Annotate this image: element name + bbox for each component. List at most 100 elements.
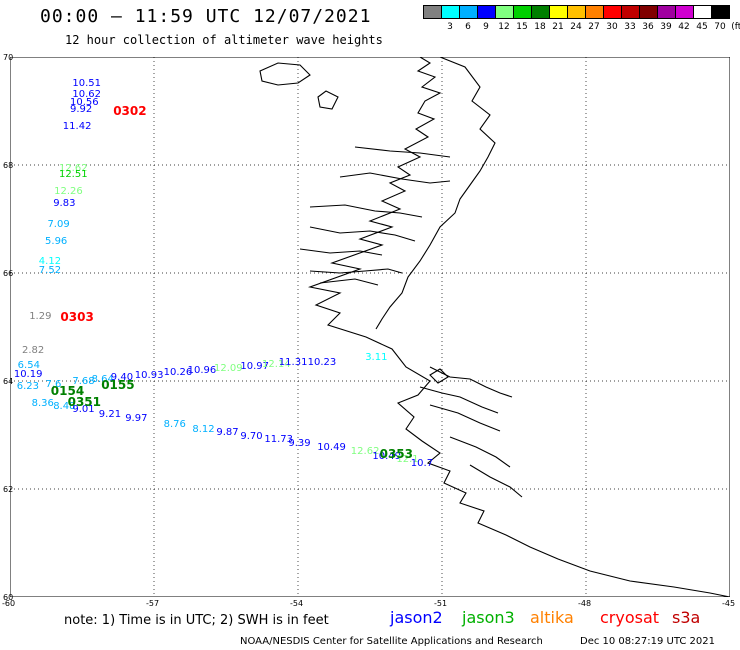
scale-label: 6 [465,22,471,32]
wave-height-value: 11.73 [264,434,294,446]
legend-cryosat: cryosat [600,608,660,627]
latitude-tick-label: 64 [3,377,14,386]
wave-height-value: 11.42 [62,121,92,133]
wave-height-value: 7.68 [72,376,95,388]
fjord-2 [299,248,383,256]
scale-swatch [441,5,460,19]
legend-jason3: jason3 [462,608,515,627]
wave-height-value: 2.82 [22,345,45,357]
scale-label: 70 [714,22,726,32]
scale-label: 45 [696,22,708,32]
wave-height-value: 9.87 [216,427,239,439]
longitude-tick-label: -57 [146,599,160,608]
scale-label: 24 [570,22,582,32]
fjord-7 [354,146,451,158]
wave-height-value: 8.12 [192,423,215,435]
map-subtitle: 12 hour collection of altimeter wave hei… [65,33,383,47]
scale-swatch [459,5,478,19]
scale-label: 21 [552,22,564,32]
legend-jason2: jason2 [390,608,443,627]
wave-height-value: 8.48 [53,400,76,412]
wave-height-value: 12.51 [58,168,88,180]
fjord-11 [449,436,511,468]
scale-swatch [711,5,730,19]
wave-height-value: 1.29 [29,311,52,323]
wave-height-value: 12.62 [350,446,380,458]
pass-time-label: 0351 [67,395,101,410]
wave-height-value: 10.19 [13,368,43,380]
wave-height-value: 6.23 [16,381,39,393]
wave-height-value: 12.1 [396,453,419,465]
scale-label: 12 [498,22,510,32]
scale-label: 30 [606,22,618,32]
wave-height-value: 10.56 [70,96,99,108]
altimeter-map[interactable] [10,57,730,597]
island-disko [259,62,311,86]
wave-height-value: 9.21 [98,409,122,421]
latitude-tick-label: 60 [3,593,14,602]
wave-height-value: 10.97 [240,360,270,372]
wave-height-value: 10.23 [307,356,337,368]
pass-time-label: 0353 [379,447,413,462]
longitude-tick-label: -45 [722,599,736,608]
scale-swatch [477,5,496,19]
scale-label: (ft) [731,22,740,32]
fjord-12 [469,464,523,498]
wave-height-value: 10.96 [187,365,217,377]
longitude-tick-label: -54 [290,599,304,608]
scale-label: 15 [516,22,528,32]
scale-swatch [675,5,694,19]
scale-label: 33 [624,22,636,32]
fjord-10 [429,404,501,432]
generation-timestamp: Dec 10 08:27:19 UTC 2021 [580,636,715,647]
scale-label: 36 [642,22,654,32]
scale-label: 42 [678,22,690,32]
longitude-tick-label: -60 [2,599,16,608]
latitude-tick-label: 66 [3,269,14,278]
scale-label: 18 [534,22,546,32]
longitude-tick-label: -48 [578,599,592,608]
wave-height-value: 11.31 [278,356,308,368]
scale-label: 9 [483,22,489,32]
scale-swatch [603,5,622,19]
wave-height-value: 10.93 [134,369,164,381]
wave-height-value: 8.64 [91,373,114,385]
wave-height-value: 7.6 [45,379,62,391]
pass-time-label: 0303 [60,310,94,325]
wave-height-value: 4.12 [38,256,62,268]
pass-time-label: 0155 [101,377,135,392]
scale-swatch [423,5,442,19]
scale-swatch [531,5,550,19]
wave-height-value: 8.36 [31,398,54,410]
wave-height-value: 10.49 [372,450,402,462]
fjord-1 [309,226,416,242]
wave-height-value: 12.62 [58,163,88,175]
scale-label: 3 [447,22,453,32]
scale-swatch [567,5,586,19]
wave-height-value: 9.01 [72,404,95,416]
island-small-1 [317,90,339,110]
wave-height-value: 9.70 [240,430,263,442]
scale-swatch [585,5,604,19]
scale-swatch [495,5,514,19]
wave-height-value: 6.54 [17,359,40,371]
pass-time-label: 0302 [113,104,147,118]
wave-height-value: 10.7 [410,457,434,469]
legend-s3a: s3a [672,608,701,627]
scale-label: 39 [660,22,672,32]
scale-swatch [693,5,712,19]
wave-height-value: 5.96 [45,236,68,248]
wave-height-value: 9.92 [70,103,93,115]
scale-swatch [639,5,658,19]
wave-height-color-scale [423,5,730,19]
credit-text: NOAA/NESDIS Center for Satellite Applica… [240,636,543,647]
latitude-tick-label: 70 [3,53,14,62]
greenland-coastline [259,57,730,597]
latitude-tick-label: 62 [3,485,14,494]
wave-height-value: 12.14 [262,358,291,370]
fjord-5 [309,204,423,218]
wave-height-value: 7.52 [38,265,62,277]
coastline-west-greenland [307,57,730,597]
wave-height-value: 7.09 [47,219,70,231]
scale-label: 27 [588,22,600,32]
